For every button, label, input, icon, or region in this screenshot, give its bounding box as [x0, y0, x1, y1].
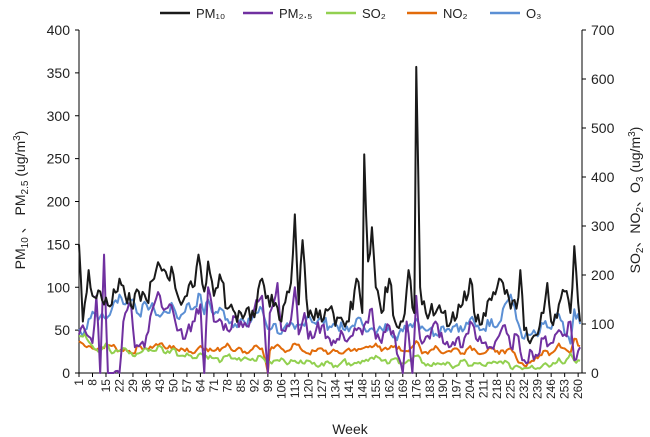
y-left-tick-label: 100 [47, 279, 71, 295]
x-tick-label: 43 [153, 379, 167, 393]
x-tick-label: 260 [571, 379, 585, 399]
y-left-tick-label: 200 [47, 194, 71, 210]
x-tick-label: 29 [126, 379, 140, 393]
legend-label-no2: NO₂ [443, 6, 468, 21]
series-line-pm25 [78, 253, 581, 374]
legend-label-so2: SO₂ [362, 6, 386, 21]
x-tick-label: 120 [301, 379, 315, 399]
x-tick-label: 148 [355, 379, 369, 399]
legend-label-pm25: PM₂.₅ [279, 6, 312, 21]
y-right-tick-label: 100 [591, 316, 615, 332]
x-tick-label: 176 [409, 379, 423, 399]
x-tick-label: 211 [477, 379, 491, 398]
x-tick-label: 183 [423, 379, 437, 399]
x-tick-label: 1 [72, 379, 86, 386]
x-tick-label: 232 [517, 379, 531, 399]
y-left-tick-label: 150 [47, 236, 71, 252]
x-tick-label: 92 [247, 379, 261, 393]
y-right-tick-label: 400 [591, 169, 615, 185]
y-left-tick-label: 350 [47, 65, 71, 81]
x-tick-label: 141 [342, 379, 356, 399]
plot-area [78, 65, 582, 374]
x-tick-label: 99 [261, 379, 275, 393]
x-tick-label: 225 [504, 379, 518, 399]
x-tick-label: 22 [112, 379, 126, 393]
y-right-tick-label: 700 [591, 22, 615, 38]
x-axis-title: Week [332, 421, 369, 437]
x-tick-label: 253 [558, 379, 572, 399]
chart-axes: 0501001502002503003504000100200300400500… [47, 22, 615, 399]
x-tick-label: 64 [193, 379, 207, 393]
y-axis-left-title: PM10 、 PM2.5 (ug/m3) [12, 131, 31, 270]
x-tick-label: 197 [450, 379, 464, 399]
x-tick-label: 15 [99, 379, 113, 393]
chart-legend: PM₁₀ PM₂.₅ SO₂ NO₂ O₃ [160, 6, 541, 21]
series-line-so2 [78, 332, 581, 371]
x-tick-label: 57 [180, 379, 194, 393]
legend-label-pm10: PM₁₀ [196, 6, 225, 21]
y-left-tick-label: 400 [47, 22, 71, 38]
x-tick-label: 50 [166, 379, 180, 393]
y-left-tick-label: 300 [47, 108, 71, 124]
series-line-o3 [78, 292, 582, 345]
x-tick-label: 113 [288, 379, 302, 398]
x-tick-label: 85 [234, 379, 248, 393]
y-right-tick-label: 600 [591, 71, 615, 87]
x-tick-label: 134 [328, 379, 342, 399]
legend-label-o3: O₃ [526, 6, 541, 21]
y-right-tick-label: 300 [591, 218, 615, 234]
x-tick-label: 8 [85, 379, 99, 386]
y-left-tick-label: 250 [47, 151, 71, 167]
x-tick-label: 204 [463, 379, 477, 399]
series-line-no2 [78, 337, 581, 374]
x-tick-label: 36 [139, 379, 153, 393]
x-tick-label: 71 [207, 379, 221, 393]
y-left-tick-label: 50 [54, 322, 70, 338]
x-tick-label: 78 [220, 379, 234, 393]
y-right-tick-label: 500 [591, 120, 615, 136]
y-right-tick-label: 200 [591, 267, 615, 283]
x-tick-label: 127 [315, 379, 329, 399]
series-line-pm10 [78, 65, 582, 345]
x-tick-label: 246 [544, 379, 558, 399]
x-tick-label: 155 [369, 379, 383, 399]
x-tick-label: 169 [396, 379, 410, 399]
x-tick-label: 190 [436, 379, 450, 399]
y-axis-right-title: SO2、NO2、O3 (ug/m3) [627, 127, 646, 274]
y-right-tick-label: 0 [591, 365, 599, 381]
x-tick-label: 239 [531, 379, 545, 399]
y-left-tick-label: 0 [62, 365, 70, 381]
x-tick-label: 106 [274, 379, 288, 399]
x-tick-label: 162 [382, 379, 396, 399]
x-tick-label: 218 [490, 379, 504, 399]
